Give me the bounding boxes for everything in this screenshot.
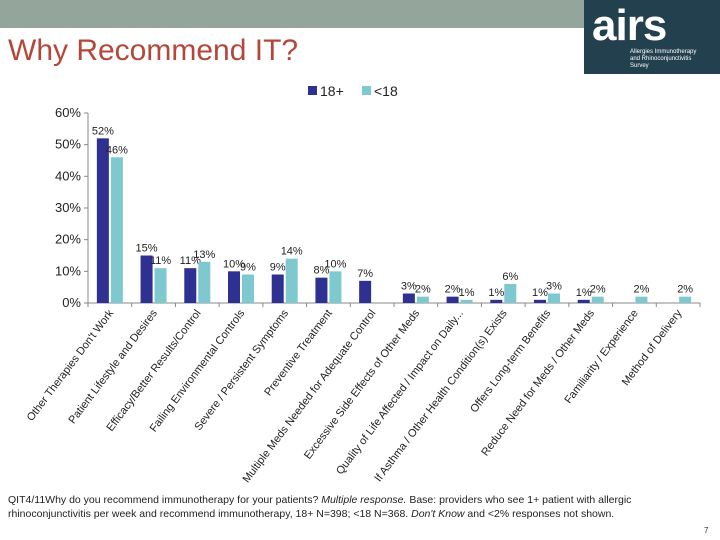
bar-18plus [359,280,372,303]
logo-line-1: Allergies Immunotherapy [630,49,697,55]
data-label: 1% [532,287,548,299]
page-number: 7 [704,526,709,535]
footnote-end: and <2% responses not shown. [464,508,615,520]
data-label: 2% [445,284,461,296]
data-label: 15% [136,243,158,255]
legend-label-under18: <18 [374,83,398,99]
bar-under18 [504,284,517,303]
y-tick-label: 10% [55,263,81,278]
bar-under18 [460,299,473,303]
category-label: Severe / Persistent Symptoms [192,307,291,433]
bar-under18 [198,261,211,303]
footnote-multiple-response: Multiple response. [321,494,407,506]
footnote-question: QIT4/11Why do you recommend immunotherap… [8,494,322,506]
data-label: 11% [180,255,201,267]
footnote-base: Base: providers who see 1+ patient with … [8,494,632,520]
logo-word: airs [592,1,667,50]
category-label: Offers Long-term Benefits [468,307,554,415]
data-label: 10% [223,258,245,270]
bar-under18 [285,258,298,303]
bar-18plus [577,299,590,303]
data-label: 11% [150,255,171,267]
data-label: 46% [106,144,128,156]
data-label: 52% [92,125,114,137]
data-label: 8% [313,265,329,277]
y-tick-label: 30% [55,200,81,215]
y-tick-label: 40% [55,168,81,183]
bar-under18 [635,296,648,303]
data-label: 14% [281,246,303,258]
legend-swatch-18plus [308,86,317,95]
data-label: 2% [633,284,649,296]
data-label: 3% [546,281,562,293]
bar-18plus [96,138,109,303]
bar-under18 [679,296,692,303]
bar-18plus [490,299,503,303]
data-label: 2% [677,284,693,296]
bar-18plus [446,296,459,303]
category-label: Other Therapies Don't Work [25,307,117,423]
category-label: Familiarity / Experience [562,308,640,407]
data-label: 2% [415,284,431,296]
data-label: 1% [459,287,475,299]
data-label: 3% [401,281,417,293]
bar-under18 [242,274,254,303]
data-label: 10% [324,258,346,270]
airs-logo: airs Allergies Immunotherapy and Rhinoco… [584,0,720,74]
bar-18plus [184,268,197,303]
data-label: 1% [488,287,504,299]
bar-18plus [271,274,284,303]
y-tick-label: 60% [55,105,81,120]
category-label: Patient Lifestyle and Desires [66,307,160,426]
bar-under18 [591,296,604,303]
data-label: 9% [270,262,286,274]
footnote: QIT4/11Why do you recommend immunotherap… [8,493,698,521]
logo-line-2: and Rhinoconjunctivitis [630,56,692,62]
data-label: 7% [357,268,373,280]
data-label: 6% [502,271,518,283]
data-label: 13% [193,249,215,261]
bar-18plus [402,293,415,303]
y-tick-label: 50% [55,137,81,152]
y-tick-label: 20% [55,232,81,247]
bar-18plus [140,255,153,303]
y-tick-label: 0% [62,295,81,310]
bar-under18 [329,271,342,303]
slide-title: Why Recommend IT? [8,34,299,67]
bar-under18 [416,296,429,303]
bar-under18 [110,157,123,303]
category-label: Efficacy/Better Results/Control [104,308,203,434]
bar-under18 [548,293,560,303]
footnote-dont-know: Don't Know [411,508,465,520]
data-label: 1% [576,287,592,299]
data-label: 9% [240,262,256,274]
bar-18plus [228,271,240,303]
legend-label-18plus: 18+ [320,83,344,99]
legend-swatch-under18 [362,86,371,95]
bar-18plus [534,299,546,303]
bar-18plus [315,277,328,303]
data-label: 2% [590,284,606,296]
logo-line-3: Survey [630,63,649,69]
bar-chart: 0%10%20%30%40%50%60%52%15%11% 10% 9% 8% 7%3%… [25,83,701,485]
bar-under18 [154,268,167,303]
